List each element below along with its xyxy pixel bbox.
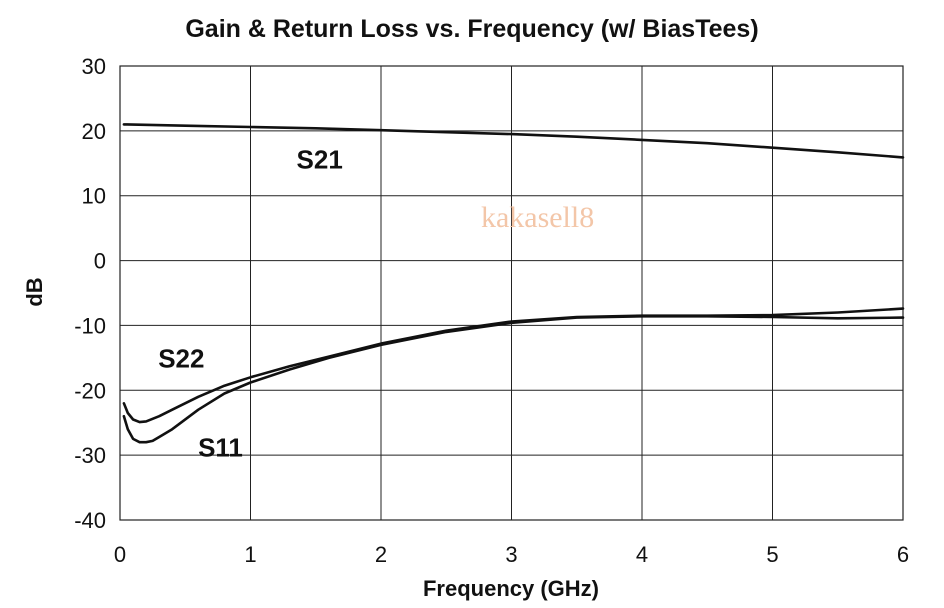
x-tick-label-4: 4 <box>636 542 648 567</box>
x-axis-label: Frequency (GHz) <box>423 576 599 601</box>
x-tick-label-1: 1 <box>244 542 256 567</box>
x-tick-label-3: 3 <box>505 542 517 567</box>
series-line-s11 <box>122 315 905 444</box>
series-labels: S21 S22 S11 <box>158 144 343 462</box>
y-tick-label-4: -10 <box>74 313 106 338</box>
watermark-text: kakasell8 <box>481 201 594 234</box>
series-line-s21 <box>122 123 905 159</box>
x-tick-label-2: 2 <box>375 542 387 567</box>
y-tick-label-7: -40 <box>74 508 106 533</box>
series-label-s22: S22 <box>158 344 204 374</box>
series-curves <box>122 123 905 444</box>
x-tick-label-6: 6 <box>897 542 909 567</box>
y-tick-label-0: 30 <box>82 54 106 79</box>
y-tick-label-2: 10 <box>82 184 106 209</box>
x-tick-label-5: 5 <box>766 542 778 567</box>
watermark-layer: kakasell8 <box>481 201 594 234</box>
plot-frame <box>119 65 904 521</box>
grid-lines <box>119 65 904 521</box>
y-tick-label-6: -30 <box>74 443 106 468</box>
y-tick-label-3: 0 <box>94 249 106 274</box>
y-axis-label: dB <box>22 277 47 306</box>
y-tick-label-1: 20 <box>82 119 106 144</box>
x-tick-label-0: 0 <box>114 542 126 567</box>
chart-title: Gain & Return Loss vs. Frequency (w/ Bia… <box>185 15 758 43</box>
y-tick-label-5: -20 <box>74 378 106 403</box>
series-label-s11: S11 <box>198 432 243 462</box>
tick-labels: 30 20 10 0 -10 -20 -30 -40 0 1 2 3 4 5 6 <box>74 54 909 567</box>
series-label-s21: S21 <box>297 144 343 174</box>
